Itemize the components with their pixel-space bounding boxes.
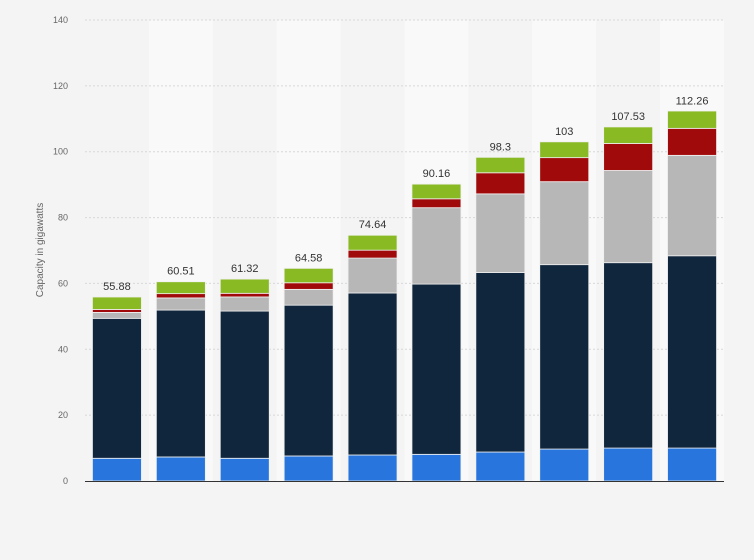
bar-segment-s0 xyxy=(347,454,398,482)
bar-segment-s0 xyxy=(603,447,654,482)
bar-segment-s2 xyxy=(539,181,590,266)
total-data-label: 55.88 xyxy=(103,281,131,293)
bar-segment-s1 xyxy=(347,292,398,456)
bar-segment-s3 xyxy=(603,143,654,171)
bar-segment-s2 xyxy=(667,154,717,257)
bar-segment-s0 xyxy=(475,451,526,482)
bar-segment-s1 xyxy=(155,309,206,458)
bar-segment-s1 xyxy=(667,255,717,449)
bar-segment-s2 xyxy=(92,312,142,319)
y-axis-label: Capacity in gigawatts xyxy=(35,203,46,298)
total-data-label: 60.51 xyxy=(167,266,195,278)
bar-segment-s0 xyxy=(92,457,142,482)
bar-segment-s0 xyxy=(155,456,206,482)
y-tick-label: 80 xyxy=(58,213,68,223)
bar-segment-s3 xyxy=(667,127,717,156)
y-tick-label: 120 xyxy=(53,81,68,91)
total-data-label: 107.53 xyxy=(611,111,645,123)
bar-segment-s3 xyxy=(283,282,334,290)
y-tick-label: 40 xyxy=(58,344,68,354)
bar-segment-s1 xyxy=(539,264,590,450)
bar-segment-s3 xyxy=(92,309,142,313)
y-tick-label: 0 xyxy=(63,476,68,486)
bar-segment-s2 xyxy=(283,288,334,306)
bar-segment-s4 xyxy=(539,141,590,159)
bar-segment-s2 xyxy=(603,170,654,264)
bar-segment-s0 xyxy=(219,457,270,482)
total-data-label: 64.58 xyxy=(295,252,323,264)
bar-segment-s0 xyxy=(411,453,462,482)
bar-segment-s3 xyxy=(411,198,462,209)
bar-segment-s3 xyxy=(475,172,526,195)
bar-segment-s0 xyxy=(283,455,334,482)
bar-segment-s4 xyxy=(411,183,462,200)
total-data-label: 90.16 xyxy=(423,168,451,180)
bar-segment-s4 xyxy=(155,281,206,295)
bar-segment-s4 xyxy=(603,126,654,144)
bar-segment-s4 xyxy=(667,110,717,129)
y-tick-label: 20 xyxy=(58,410,68,420)
bar-segment-s2 xyxy=(347,257,398,294)
bar-segment-s4 xyxy=(219,278,270,294)
total-data-label: 61.32 xyxy=(231,263,259,275)
y-tick-label: 140 xyxy=(53,15,68,25)
bar-segment-s3 xyxy=(219,292,270,298)
bar-segment-s1 xyxy=(92,317,142,459)
y-tick-label: 100 xyxy=(53,147,68,157)
bar-segment-s4 xyxy=(347,234,398,251)
total-data-label: 112.26 xyxy=(676,95,709,107)
bar-segment-s2 xyxy=(155,297,206,311)
total-data-label: 98.3 xyxy=(490,141,511,153)
bar-segment-s3 xyxy=(539,157,590,183)
y-tick-label: 60 xyxy=(58,278,68,288)
bar-segment-s0 xyxy=(667,447,717,482)
bar-segment-s1 xyxy=(219,310,270,459)
bar-segment-s3 xyxy=(155,293,206,299)
bar-segment-s1 xyxy=(283,304,334,457)
bar-segment-s1 xyxy=(411,283,462,455)
bar-segment-s2 xyxy=(475,193,526,273)
bar-segment-s2 xyxy=(219,296,270,312)
bar-segment-s2 xyxy=(411,207,462,285)
bar-segment-s3 xyxy=(347,249,398,259)
bar-segment-s4 xyxy=(92,296,142,310)
bar-segment-s4 xyxy=(475,156,526,174)
total-data-label: 74.64 xyxy=(359,219,387,231)
total-data-label: 103 xyxy=(555,126,573,138)
bar-segment-s1 xyxy=(475,272,526,453)
bar-segment-s0 xyxy=(539,448,590,482)
bar-segment-s1 xyxy=(603,262,654,449)
bar-segment-s4 xyxy=(283,267,334,284)
